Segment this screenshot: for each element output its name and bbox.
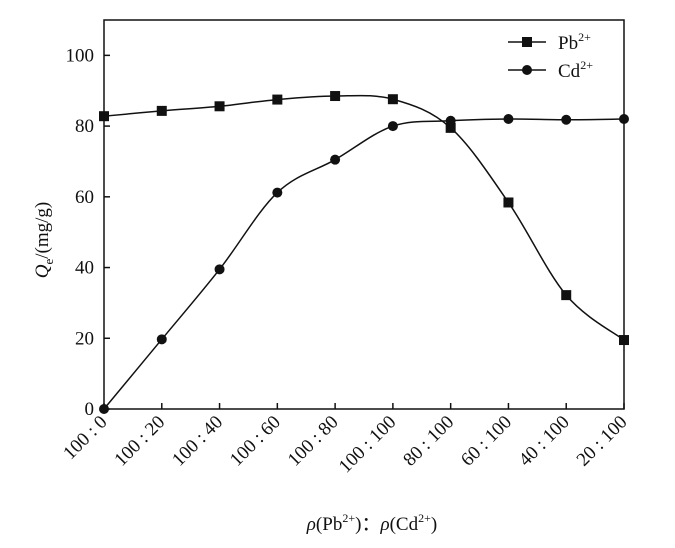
- data-point-pb: [214, 101, 225, 112]
- y-axis-title-units: /(mg/g): [32, 202, 53, 259]
- series-line-cd: [103, 118, 625, 410]
- legend-label-pb: Pb2+: [558, 30, 591, 54]
- x-tick-label: 100 : 60: [226, 412, 285, 471]
- y-tick-label: 60: [75, 187, 94, 208]
- legend-marker-cd: [522, 65, 532, 75]
- data-point-cd: [387, 121, 398, 132]
- x-tick-label: 100 : 100: [335, 412, 401, 478]
- x-axis-title-pb: (Pb: [316, 514, 342, 535]
- x-tick-label: 20 : 100: [573, 412, 632, 471]
- y-axis-title-subscript: e: [41, 259, 56, 265]
- legend-label-cd-sup: 2+: [580, 58, 593, 72]
- data-point-cd: [561, 114, 572, 125]
- x-tick-label: 40 : 100: [515, 412, 574, 471]
- data-point-cd: [214, 264, 225, 275]
- data-point-cd: [156, 334, 167, 345]
- y-tick-label: 0: [85, 399, 95, 420]
- data-point-cd: [272, 187, 283, 198]
- plot-frame: [103, 19, 625, 410]
- data-point-pb: [445, 122, 456, 133]
- x-axis-title-pb-sup: 2+: [342, 511, 355, 525]
- data-point-cd: [445, 115, 456, 126]
- x-axis-title-rho1: ρ: [306, 514, 316, 535]
- legend-label-pb-sup: 2+: [578, 30, 591, 44]
- legend-label-cd: Cd2+: [558, 58, 593, 82]
- y-tick-label: 100: [66, 45, 95, 66]
- x-axis-title-close1: ): [355, 514, 361, 535]
- x-tick-label: 100 : 40: [168, 412, 227, 471]
- x-axis-title-rho2: ρ: [379, 514, 389, 535]
- data-point-pb: [387, 94, 398, 105]
- x-tick-label: 100 : 20: [110, 412, 169, 471]
- data-point-cd: [503, 114, 514, 125]
- data-point-cd: [330, 154, 341, 165]
- data-point-pb: [330, 91, 341, 102]
- y-axis-title-q: Q: [32, 264, 53, 278]
- x-axis-title-close2: ): [431, 514, 437, 535]
- x-axis-title-separator: ：: [361, 514, 380, 535]
- x-axis-title: ρ(Pb2+)：ρ(Cd2+): [306, 511, 437, 535]
- data-point-pb: [561, 290, 572, 301]
- legend: Pb2+ Cd2+: [508, 30, 593, 82]
- y-axis-title: Qe/(mg/g): [32, 202, 56, 279]
- data-point-pb: [272, 94, 283, 105]
- y-axis-ticks: 0 20 40 60 80 100: [66, 45, 110, 420]
- legend-label-cd-main: Cd: [558, 61, 581, 82]
- y-tick-label: 40: [75, 258, 94, 279]
- x-tick-label: 80 : 100: [399, 412, 458, 471]
- x-tick-label: 100 : 80: [284, 412, 343, 471]
- legend-marker-pb: [522, 37, 532, 47]
- legend-label-pb-main: Pb: [558, 33, 578, 54]
- y-tick-label: 20: [75, 328, 94, 349]
- y-tick-label: 80: [75, 116, 94, 137]
- data-point-pb: [156, 105, 167, 116]
- x-axis-title-cd: (Cd: [390, 514, 419, 535]
- x-tick-label: 60 : 100: [457, 412, 516, 471]
- data-point-pb: [503, 197, 514, 208]
- series-layer: [99, 91, 629, 414]
- series-line-pb: [103, 94, 625, 341]
- x-axis-title-cd-sup: 2+: [418, 511, 431, 525]
